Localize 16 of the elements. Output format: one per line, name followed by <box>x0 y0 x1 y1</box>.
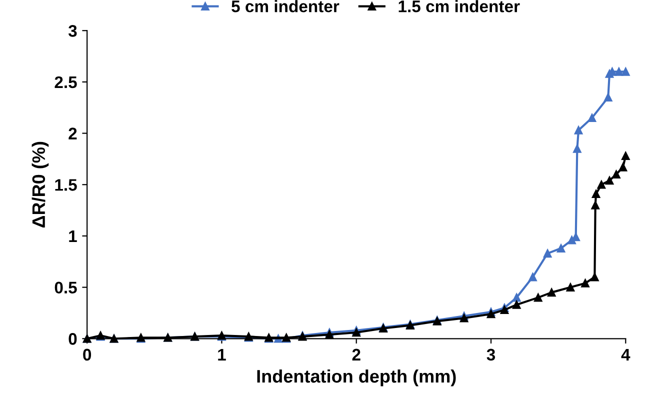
y-tick-label: 0 <box>68 333 77 345</box>
x-tick-label: 1 <box>218 348 226 360</box>
y-tick-label: 2 <box>68 128 77 140</box>
y-tick-label: 3 <box>68 25 77 37</box>
y-tick-label: 1 <box>69 230 77 242</box>
y-axis-title: ΔR/R0 (%) <box>32 142 49 228</box>
y-tick-label: 2.5 <box>54 76 77 88</box>
x-tick-label: 2 <box>352 348 360 360</box>
y-tick-label: 1.5 <box>55 179 77 191</box>
y-tick-label: 0.5 <box>54 282 77 294</box>
x-tick-label: 3 <box>486 348 496 361</box>
x-tick-label: 0 <box>83 348 92 361</box>
legend-label: 5 cm indenter <box>232 0 340 12</box>
x-axis-title: Indentation depth (mm) <box>257 369 456 386</box>
legend-label: 1.5 cm indenter <box>398 0 520 12</box>
x-tick-label: 4 <box>621 348 630 360</box>
